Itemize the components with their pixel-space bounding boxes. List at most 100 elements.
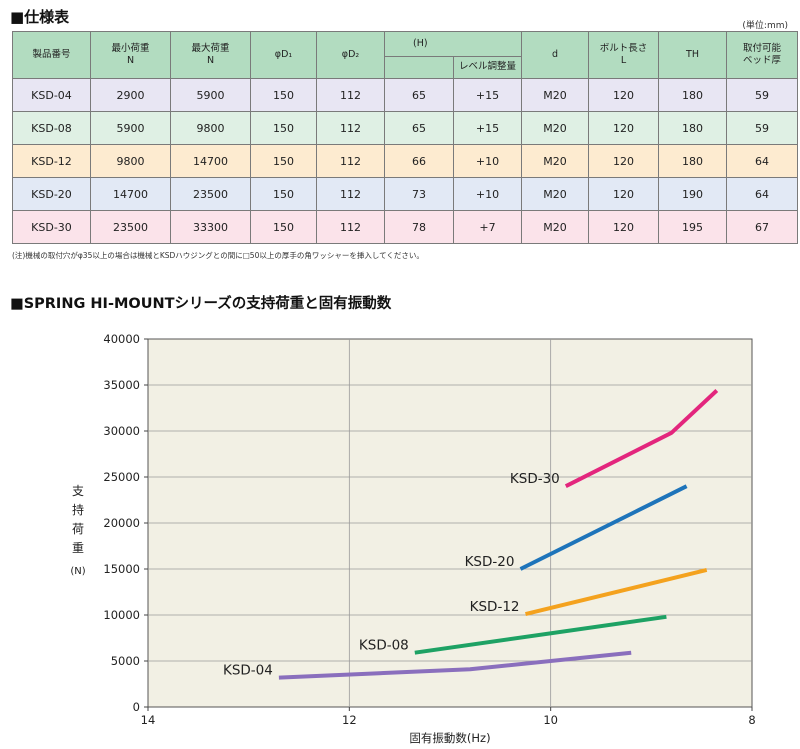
series-line-ksd-20 — [519, 484, 688, 571]
table-cell: 112 — [316, 144, 385, 178]
table-cell: KSD-08 — [12, 111, 91, 145]
unit-note: (単位:mm) — [742, 21, 788, 31]
y-axis-label-char: 荷 — [72, 522, 84, 536]
y-axis-unit: (N) — [70, 566, 85, 577]
table-cell: 150 — [250, 111, 317, 145]
series-label-ksd-20: KSD-20 — [465, 554, 515, 570]
table-cell: 150 — [250, 177, 317, 211]
table-cell: 14700 — [170, 144, 251, 178]
table-row: KSD-04 2900 5900 150 112 65 +15 M20 120 180 59 — [12, 78, 798, 112]
axes: 0 5000 10000 15000 20000 25000 30000 35000 40000… — [103, 332, 755, 727]
table-cell: 65 — [384, 111, 454, 145]
table-cell: 67 — [726, 210, 798, 244]
x-axis-label: 固有振動数(Hz) — [409, 731, 490, 745]
table-cell: KSD-12 — [12, 144, 91, 178]
table-row: KSD-20 14700 23500 150 112 73 +10 M20 120 190 64 — [12, 177, 798, 211]
table-cell: 33300 — [170, 210, 251, 244]
y-tick-label: 35000 — [103, 378, 140, 392]
axis-labels: 支持荷重 (N) 固有振動数(Hz) — [70, 484, 490, 745]
header-d: d — [521, 31, 589, 79]
table-cell: 78 — [384, 210, 454, 244]
series-label-ksd-12: KSD-12 — [470, 599, 520, 615]
y-tick-label: 25000 — [103, 470, 140, 484]
table-cell: 120 — [588, 144, 659, 178]
table-cell: M20 — [521, 111, 589, 145]
y-tick-label: 15000 — [103, 562, 140, 576]
table-cell: 64 — [726, 144, 798, 178]
table-cell: 112 — [316, 78, 385, 112]
table-cell: M20 — [521, 144, 589, 178]
table-cell: 150 — [250, 144, 317, 178]
table-cell: 180 — [658, 78, 727, 112]
header-d2: φD₂ — [316, 31, 385, 79]
table-cell: M20 — [521, 210, 589, 244]
header-bolt: ボルト長さ L — [588, 31, 659, 79]
y-tick-label: 30000 — [103, 424, 140, 438]
spec-table: 製品番号 最小荷重 N 最大荷重 N φD₁ φD₂ (H) d ボルト長さ L TH… — [12, 31, 798, 244]
table-cell: 59 — [726, 78, 798, 112]
table-cell: KSD-04 — [12, 78, 91, 112]
table-cell: 73 — [384, 177, 454, 211]
table-cell: 9800 — [90, 144, 171, 178]
table-cell: 150 — [250, 210, 317, 244]
table-cell: +10 — [453, 144, 522, 178]
table-row: KSD-12 9800 14700 150 112 66 +10 M20 120 180 64 — [12, 144, 798, 178]
table-cell: 9800 — [170, 111, 251, 145]
table-cell: 120 — [588, 210, 659, 244]
spec-footnote: (注)機械の取付穴がφ35以上の場合は機械とKSDハウジングとの間に□50以上の… — [12, 251, 424, 260]
y-tick-label: 0 — [133, 700, 140, 714]
table-cell: 120 — [588, 111, 659, 145]
header-product: 製品番号 — [12, 31, 91, 79]
spec-table-title: ■仕様表 — [10, 8, 70, 26]
table-cell: 120 — [588, 78, 659, 112]
table-cell: 190 — [658, 177, 727, 211]
y-axis-label-char: 支 — [72, 484, 84, 498]
y-tick-label: 40000 — [103, 332, 140, 346]
header-h: (H) — [384, 31, 522, 57]
load-frequency-chart: 0 5000 10000 15000 20000 25000 30000 35000 40000… — [70, 332, 755, 745]
header-d1: φD₁ — [250, 31, 317, 79]
y-tick-label: 10000 — [103, 608, 140, 622]
table-cell: M20 — [521, 177, 589, 211]
header-h-blank — [384, 56, 454, 79]
grid — [148, 339, 752, 707]
table-cell: 23500 — [90, 210, 171, 244]
series-line-ksd-12 — [525, 567, 708, 617]
table-cell: +15 — [453, 78, 522, 112]
series-line-ksd-08 — [414, 614, 667, 655]
table-cell: 65 — [384, 78, 454, 112]
table-cell: 150 — [250, 78, 317, 112]
table-cell: 59 — [726, 111, 798, 145]
series-label-ksd-04: KSD-04 — [223, 663, 273, 679]
table-cell: 2900 — [90, 78, 171, 112]
table-cell: 112 — [316, 177, 385, 211]
x-tick-label: 14 — [141, 713, 156, 727]
x-tick-label: 12 — [342, 713, 357, 727]
y-axis-label-char: 重 — [72, 541, 84, 555]
table-cell: +10 — [453, 177, 522, 211]
table-cell: 23500 — [170, 177, 251, 211]
table-cell: 5900 — [90, 111, 171, 145]
x-tick-label: 10 — [543, 713, 558, 727]
table-cell: M20 — [521, 78, 589, 112]
y-tick-label: 5000 — [111, 654, 140, 668]
table-cell: 195 — [658, 210, 727, 244]
table-cell: 64 — [726, 177, 798, 211]
table-row: KSD-30 23500 33300 150 112 78 +7 M20 120 195 67 — [12, 210, 798, 244]
table-cell: 5900 — [170, 78, 251, 112]
series-line-ksd-04 — [278, 650, 632, 680]
series: KSD-04 KSD-08 KSD-12 KSD-20 KSD-30 — [223, 389, 719, 680]
table-cell: 180 — [658, 144, 727, 178]
series-label-ksd-30: KSD-30 — [510, 471, 560, 487]
header-th: TH — [658, 31, 727, 79]
table-cell: 66 — [384, 144, 454, 178]
table-cell: 112 — [316, 111, 385, 145]
series-line-ksd-30 — [564, 389, 719, 488]
table-cell: 14700 — [90, 177, 171, 211]
header-pad: 取付可能 ベッド厚 — [726, 31, 798, 79]
header-max-load: 最大荷重 N — [170, 31, 251, 79]
y-tick-label: 20000 — [103, 516, 140, 530]
x-tick-label: 8 — [748, 713, 755, 727]
table-cell: KSD-20 — [12, 177, 91, 211]
table-row: KSD-08 5900 9800 150 112 65 +15 M20 120 180 59 — [12, 111, 798, 145]
